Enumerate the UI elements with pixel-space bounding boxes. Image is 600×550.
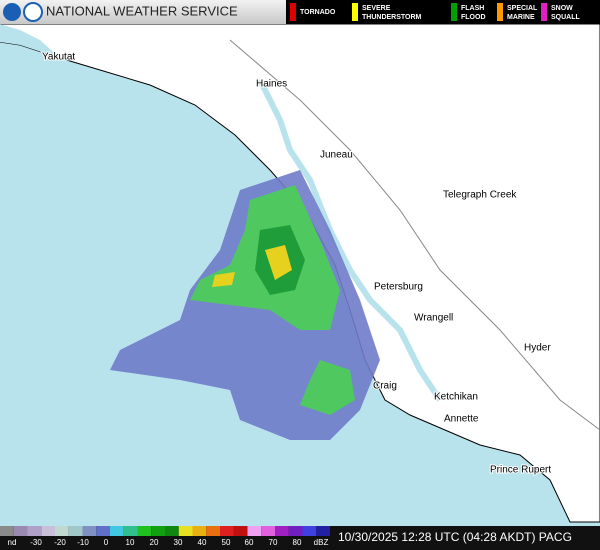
scale-label: 10: [126, 538, 135, 547]
scale-swatch: [110, 526, 124, 536]
scale-swatch: [247, 526, 262, 536]
scale-label: 60: [245, 538, 254, 547]
scale-swatch: [316, 526, 330, 536]
channel: [257, 78, 443, 402]
scale-label: 40: [198, 538, 207, 547]
warning-swatch: [352, 3, 358, 21]
scale-swatch: [82, 526, 97, 536]
warning-label: SNOW: [551, 5, 573, 12]
scale-swatch: [123, 526, 138, 536]
radar-echo: [212, 245, 292, 287]
place-label: Hyder: [524, 343, 551, 354]
warning-label: FLOOD: [461, 14, 486, 21]
warning-swatch: [290, 3, 296, 21]
scale-swatch: [0, 526, 14, 536]
scale-label: 0: [104, 538, 109, 547]
warning-label: SEVERE: [362, 5, 391, 12]
scale-label: -30: [30, 538, 42, 547]
water: [0, 24, 60, 58]
nws-logo: [23, 2, 43, 22]
timestamp: 10/30/2025 12:28 UTC (04:28 AKDT) PACG: [338, 530, 572, 544]
scale-label: 50: [222, 538, 231, 547]
place-label: Prince Rupert: [490, 465, 551, 476]
scale-swatch: [151, 526, 165, 536]
scale-swatch: [233, 526, 248, 536]
warning-legend: [286, 0, 600, 24]
scale-swatch: [288, 526, 303, 536]
place-label: Petersburg: [374, 282, 423, 293]
border: [229, 39, 600, 431]
scale-label: 20: [150, 538, 159, 547]
place-label: Craig: [373, 381, 397, 392]
scale-swatch: [137, 526, 152, 536]
warning-swatch: [497, 3, 503, 21]
place-label: Annette: [444, 414, 479, 425]
warning-swatch: [451, 3, 457, 21]
place-label: Ketchikan: [434, 392, 478, 403]
scale-label: -20: [54, 538, 66, 547]
noaa-logo: [3, 3, 21, 21]
place-label: Juneau: [320, 150, 353, 161]
place-label: Haines: [256, 79, 287, 90]
warning-label: THUNDERSTORM: [362, 14, 422, 21]
scale-swatch: [192, 526, 207, 536]
warning-label: FLASH: [461, 5, 484, 12]
warning-label: SPECIAL: [507, 5, 538, 12]
scale-label: 70: [269, 538, 278, 547]
warning-label: TORNADO: [300, 9, 336, 16]
scale-swatch: [302, 526, 317, 536]
scale-swatch: [41, 526, 55, 536]
scale-swatch: [13, 526, 28, 536]
scale-swatch: [220, 526, 234, 536]
header-title: NATIONAL WEATHER SERVICE: [46, 3, 238, 18]
scale-swatch: [96, 526, 110, 536]
scale-label: -10: [77, 538, 89, 547]
scale-swatch: [178, 526, 193, 536]
place-label: Yakutat: [42, 52, 75, 63]
scale-swatch: [275, 526, 289, 536]
place-label: Telegraph Creek: [443, 190, 517, 201]
scale-swatch: [165, 526, 179, 536]
scale-swatch: [261, 526, 275, 536]
place-label: Wrangell: [414, 313, 453, 324]
scale-label: dBZ: [314, 538, 329, 547]
scale-label: nd: [8, 538, 17, 547]
warning-label: MARINE: [507, 14, 535, 21]
warning-swatch: [541, 3, 547, 21]
warning-label: SQUALL: [551, 14, 581, 21]
scale-swatch: [68, 526, 83, 536]
scale-swatch: [27, 526, 42, 536]
radar-echo: [300, 360, 355, 415]
scale-swatch: [55, 526, 69, 536]
scale-swatch: [206, 526, 220, 536]
scale-label: 30: [174, 538, 183, 547]
scale-label: 80: [293, 538, 302, 547]
